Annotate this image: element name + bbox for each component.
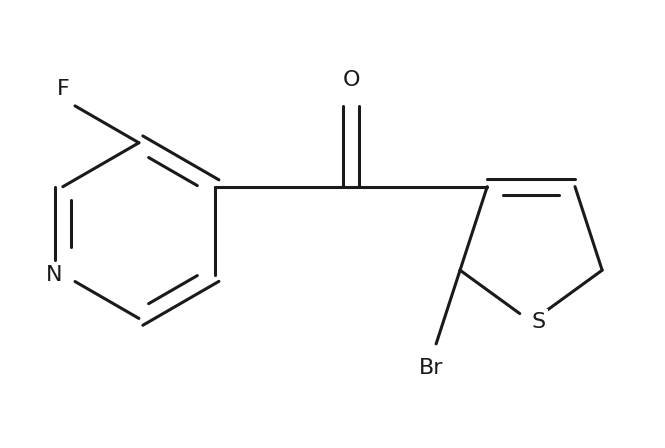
Text: Br: Br bbox=[420, 358, 444, 378]
Text: N: N bbox=[47, 264, 63, 284]
Text: S: S bbox=[531, 312, 545, 332]
Text: O: O bbox=[342, 70, 360, 90]
Text: F: F bbox=[57, 79, 69, 99]
